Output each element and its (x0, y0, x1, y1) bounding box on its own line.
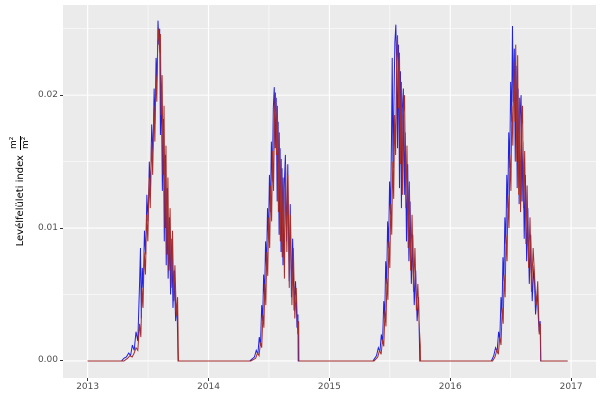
y-tick-label: 0.01 (37, 222, 58, 233)
lai-series-blue-line (87, 20, 568, 362)
y-tick-mark (60, 227, 63, 229)
x-tick-mark (208, 378, 210, 381)
lai-series-red-line (87, 28, 568, 362)
plot-panel (63, 5, 596, 378)
x-tick-mark (328, 378, 330, 381)
fraction-numerator: m² (9, 135, 21, 151)
x-tick-label: 2017 (559, 382, 583, 392)
x-tick-label: 2013 (76, 382, 100, 392)
y-tick-label: 0.00 (37, 355, 58, 366)
x-tick-label: 2016 (438, 382, 462, 392)
x-tick-mark (570, 378, 572, 381)
y-axis-title-fraction: m² m² (9, 135, 31, 151)
y-axis-title-text: Levélfelületi index (14, 155, 26, 247)
y-tick-label: 0.02 (37, 89, 58, 100)
chart-svg (63, 5, 596, 378)
y-tick-mark (60, 360, 63, 362)
x-tick-label: 2014 (197, 382, 220, 392)
x-tick-label: 2015 (317, 382, 341, 392)
y-axis-title: Levélfelületi index m² m² (9, 0, 31, 391)
x-tick-mark (87, 378, 89, 381)
x-tick-mark (449, 378, 451, 381)
y-tick-mark (60, 94, 63, 96)
fraction-denominator: m² (20, 136, 31, 150)
